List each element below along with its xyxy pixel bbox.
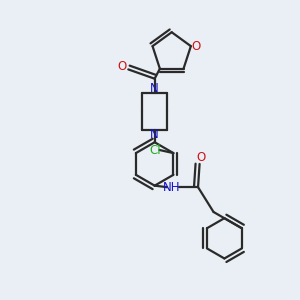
Text: O: O [196, 151, 206, 164]
Text: N: N [150, 82, 159, 94]
Text: Cl: Cl [149, 143, 161, 157]
Text: N: N [150, 128, 159, 141]
Text: O: O [191, 40, 200, 52]
Text: NH: NH [163, 181, 180, 194]
Text: O: O [118, 60, 127, 73]
